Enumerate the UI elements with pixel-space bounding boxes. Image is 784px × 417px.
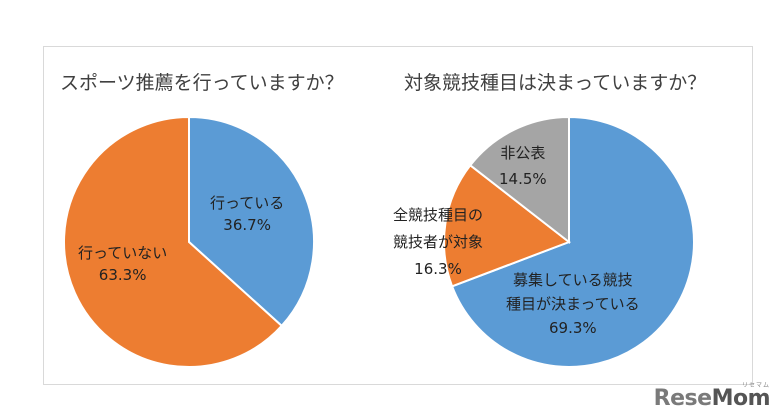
pie2-label-undisclosed-value: 14.5% xyxy=(499,170,547,188)
pie1-label-no-value: 63.3% xyxy=(98,266,147,284)
pie1-slice-0 xyxy=(188,115,315,328)
pie2-label-all-line2: 競技者が対象 xyxy=(393,233,484,251)
pie-chart-2 xyxy=(443,115,695,368)
pie2-slice-label-all: 全競技種目の 競技者が対象 16.3% xyxy=(393,202,483,283)
pie2-slice-0 xyxy=(450,115,695,368)
pie2-slice-2 xyxy=(468,115,570,245)
pie2-label-decided-line1: 募集している競技 xyxy=(513,271,633,289)
logo-mom: Mom xyxy=(711,386,771,411)
pie2-slice-label-undisclosed: 非公表 14.5% xyxy=(499,140,547,192)
pie1-slice-label-yes: 行っている 36.7% xyxy=(210,192,284,236)
logo-re: Re xyxy=(653,386,685,411)
pie2-slice-1 xyxy=(443,163,572,288)
pie2-label-decided-value: 69.3% xyxy=(549,319,597,337)
chart2-title: 対象競技種目は決まっていますか？ xyxy=(404,72,707,94)
resemom-logo: リセマム ReseMom xyxy=(653,382,771,411)
logo-se: se xyxy=(684,386,713,411)
logo-tiny-text: リセマム xyxy=(741,382,770,389)
pie2-slice-label-decided: 募集している競技 種目が決まっている 69.3% xyxy=(506,268,640,340)
pie1-label-yes-value: 36.7% xyxy=(223,216,271,234)
pie2-label-all-value: 16.3% xyxy=(414,260,462,278)
pie-chart-1 xyxy=(63,115,315,368)
chart1-title: スポーツ推薦を行っていますか？ xyxy=(60,72,344,94)
pie2-label-undisclosed-name: 非公表 xyxy=(500,144,546,162)
pie1-slice-1 xyxy=(63,115,284,368)
pie2-label-decided-line2: 種目が決まっている xyxy=(506,295,640,313)
pie1-slice-label-no: 行っていない 63.3% xyxy=(78,242,167,286)
pie2-label-all-line1: 全競技種目の xyxy=(393,206,484,224)
pie1-label-no-name: 行っていない xyxy=(78,244,168,262)
pie1-label-yes-name: 行っている xyxy=(210,194,285,212)
